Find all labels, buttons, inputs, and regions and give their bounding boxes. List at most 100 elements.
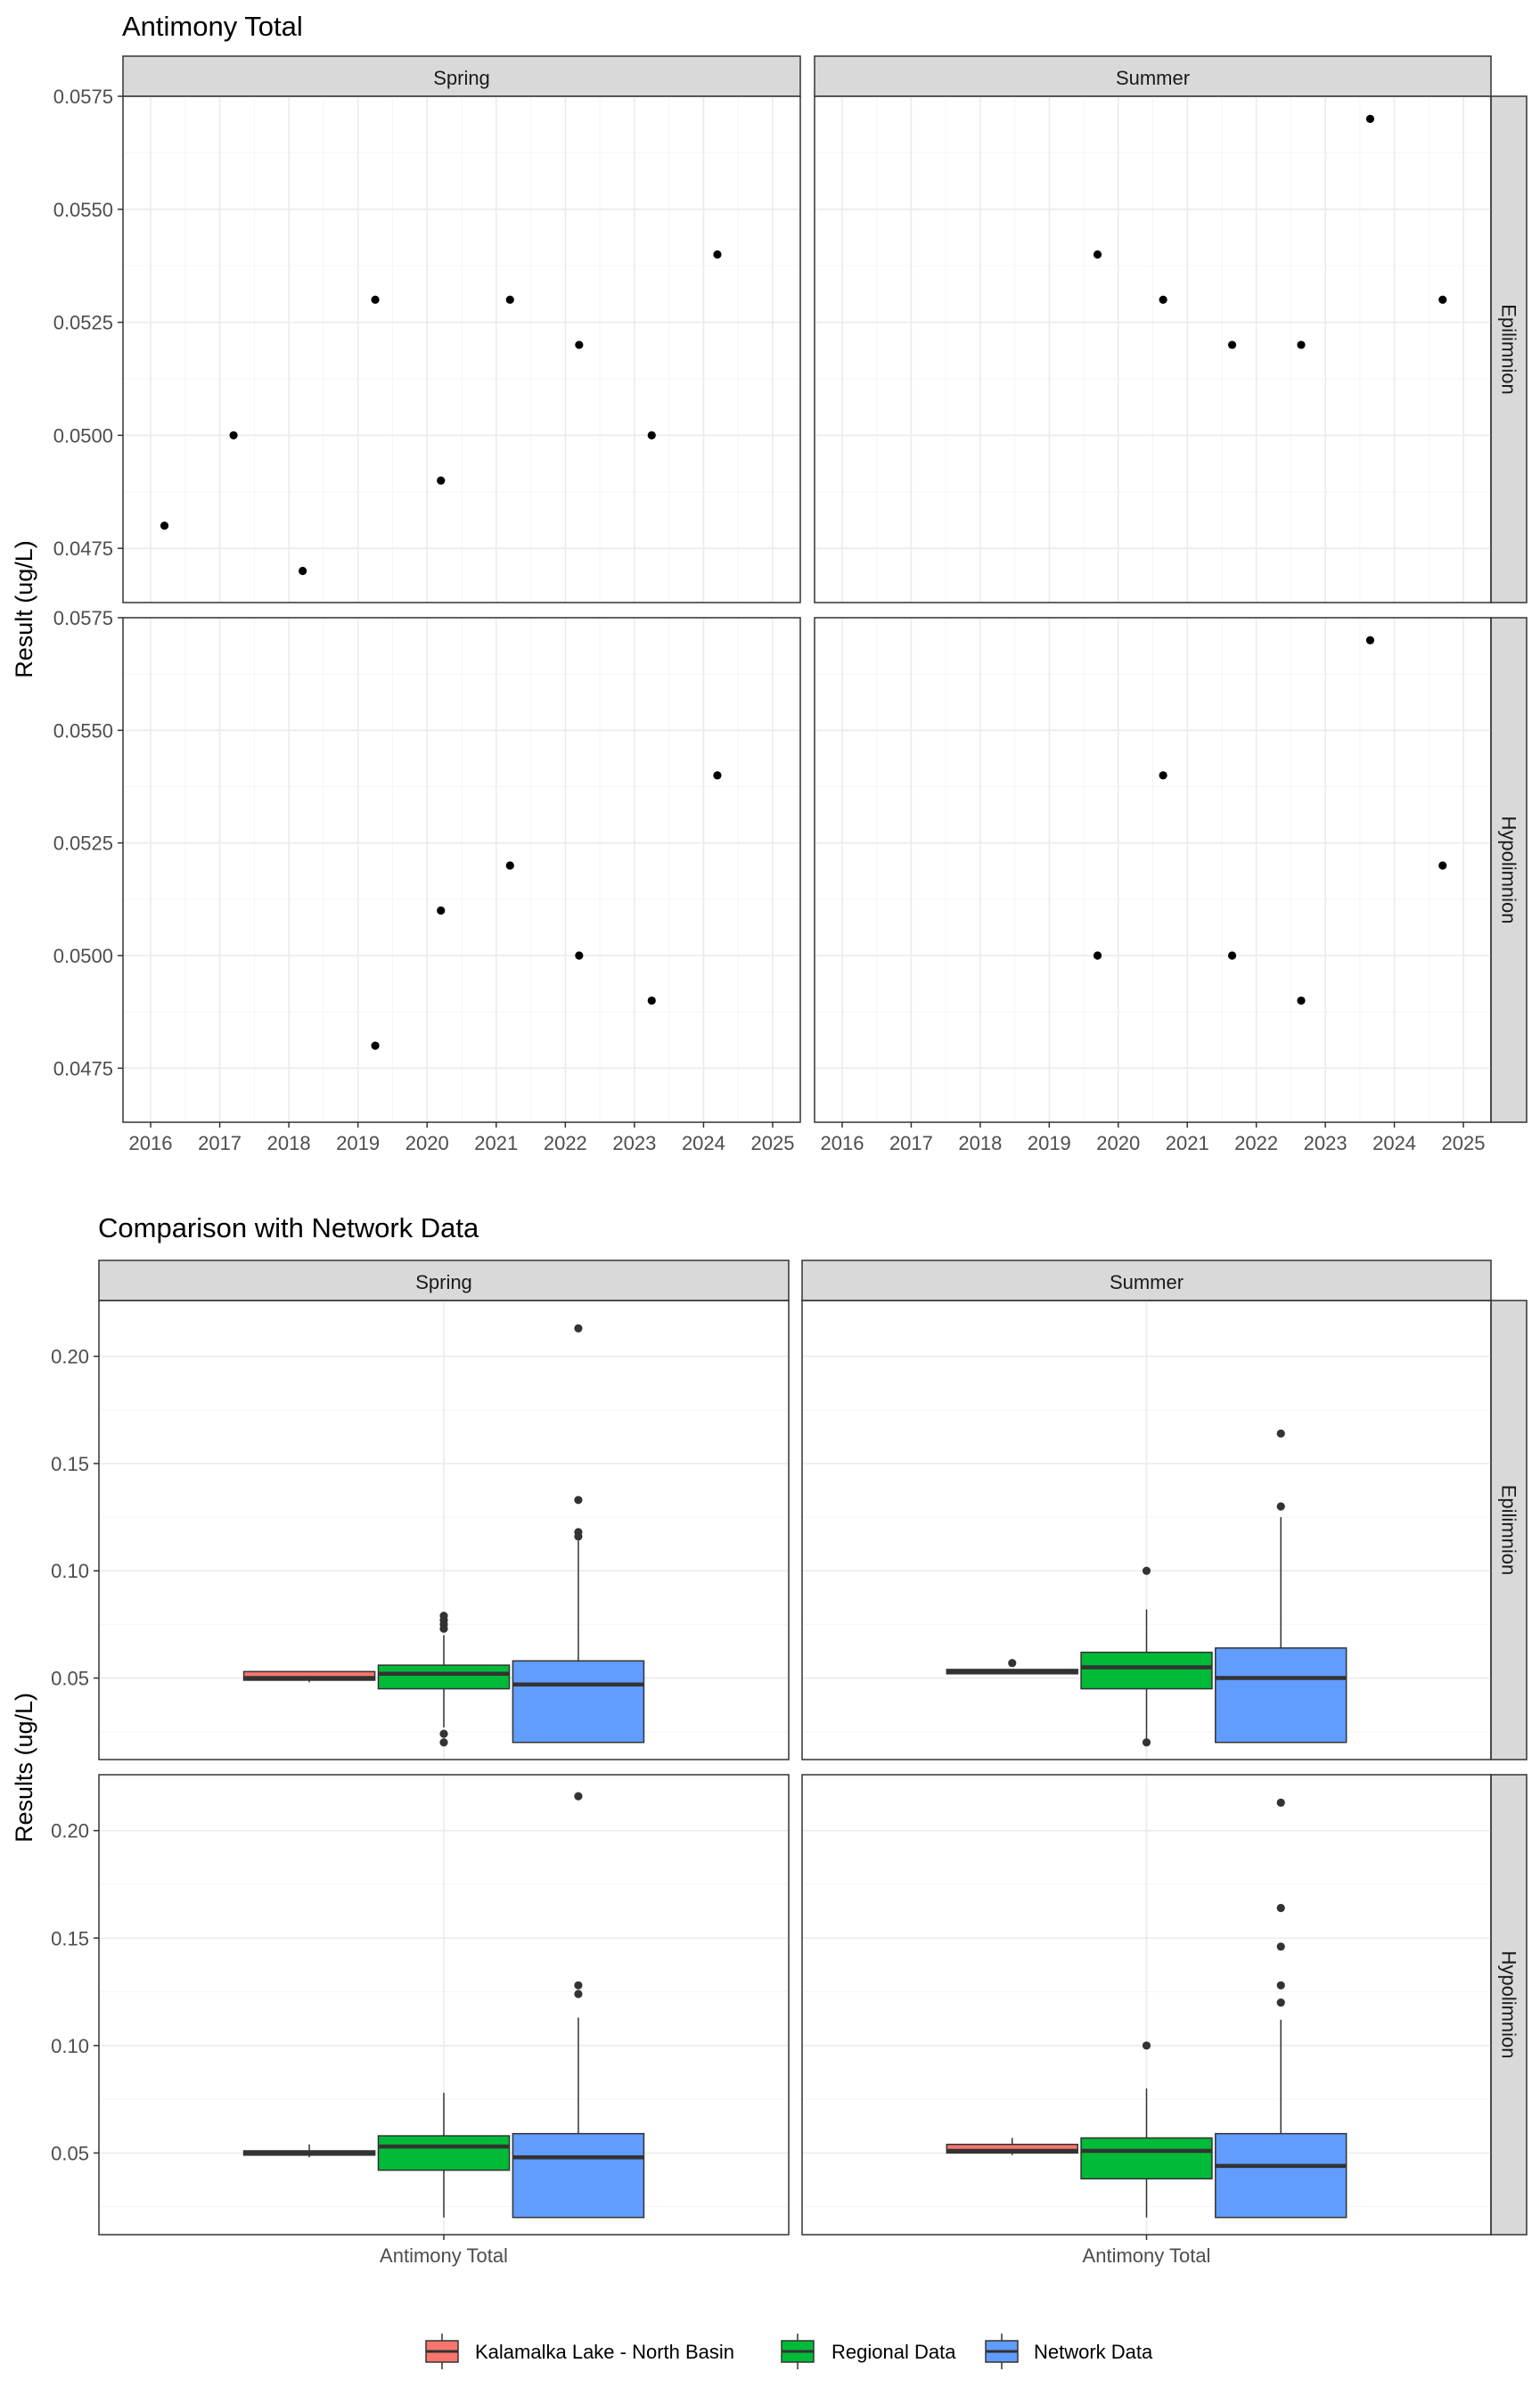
chart-1-row-strip-label: Hypolimnion [1498, 816, 1520, 923]
chart-2-y-tick-label: 0.10 [51, 1560, 89, 1582]
chart-1-data-point [1159, 771, 1167, 780]
chart-1-data-point [1365, 636, 1375, 644]
chart-2-box [512, 2132, 645, 2219]
chart-2-col-strip [98, 1260, 790, 1301]
chart-2-y-tick-label: 0.05 [51, 1668, 89, 1690]
chart-2-box-outlier [1276, 1429, 1285, 1438]
chart-2-y-tick-label: 0.10 [51, 2035, 89, 2057]
chart-1-y-axis-title: Result (ug/L) [11, 540, 37, 678]
chart-2-y-tick-label: 0.20 [51, 1820, 89, 1842]
chart-2-box [1215, 2132, 1348, 2219]
chart-1-x-tick-label: 2022 [544, 1132, 587, 1154]
chart-1-y-tick-label: 0.0575 [53, 86, 113, 108]
chart-2-box [377, 1664, 511, 1690]
chart-1-x-tick-label: 2020 [405, 1132, 449, 1154]
chart-1-y-tick-label: 0.0550 [53, 199, 113, 221]
chart-1-x-tick-label: 2023 [612, 1132, 656, 1154]
chart-2-box-outlier [574, 1990, 583, 1998]
chart-1-data-point [1297, 996, 1306, 1005]
chart-2-box [242, 1670, 376, 1681]
chart-2-x-tick-label: Antimony Total [1083, 2244, 1211, 2267]
chart-1-x-tick-label: 2019 [1028, 1132, 1071, 1154]
chart-1-panel-border [814, 617, 1492, 1123]
chart-1-data-point [1365, 114, 1375, 123]
chart-2-box-outlier [1276, 1798, 1285, 1807]
chart-1-row-strip [1490, 617, 1528, 1123]
chart-2-box-outlier [574, 1981, 583, 1990]
chart-1-y-tick-label: 0.0575 [53, 607, 113, 629]
chart-1-row-strip-label: Epilimnion [1498, 304, 1520, 395]
chart-2-panel-border [98, 1300, 790, 1760]
chart-1-panel-border [814, 95, 1492, 603]
chart-2-box-outlier [1142, 1566, 1151, 1575]
chart-1-x-tick-label: 2017 [198, 1132, 242, 1154]
chart-1-y-tick-label: 0.0525 [53, 833, 113, 855]
chart-2-box-outlier [439, 1738, 448, 1747]
chart-2-box-outlier [574, 1532, 583, 1541]
chart-2-col-strip-label: Summer [1110, 1271, 1184, 1293]
chart-2-box-outlier [439, 1729, 448, 1738]
chart-2-box [377, 2135, 511, 2171]
chart-1-data-point [1093, 250, 1102, 259]
chart-1-data-point [1438, 861, 1447, 870]
chart-1-x-tick-label: 2018 [958, 1132, 1002, 1154]
chart-1-y-tick-label: 0.0550 [53, 719, 113, 742]
chart-2-col-strip [801, 1260, 1492, 1301]
chart-1-data-point [1227, 341, 1237, 349]
chart-2-box-outlier [1008, 1659, 1017, 1668]
chart-2-legend-label: Network Data [1034, 2341, 1153, 2363]
chart-1-data-point [713, 250, 722, 259]
chart-1-data-point [647, 431, 656, 439]
chart-1-y-tick-label: 0.0500 [53, 945, 113, 967]
chart-1-data-point [437, 906, 446, 915]
chart-2-box-outlier [574, 1324, 583, 1333]
chart-1-x-tick-label: 2025 [1442, 1132, 1486, 1154]
chart-1-data-point [437, 476, 446, 485]
chart-2-row-strip [1490, 1300, 1528, 1760]
chart-1-data-point [505, 295, 514, 304]
chart-1-x-tick-label: 2025 [751, 1132, 795, 1154]
chart-1-data-point [713, 771, 722, 780]
chart-1-x-tick-label: 2020 [1096, 1132, 1140, 1154]
chart-1-col-strip-label: Summer [1116, 67, 1190, 89]
chart-2-box-outlier [1276, 1903, 1285, 1913]
chart-1-x-tick-label: 2017 [889, 1132, 933, 1154]
chart-2-box-outlier [574, 1496, 583, 1505]
chart-2-title: Comparison with Network Data [98, 1212, 479, 1243]
chart-1-y-tick-label: 0.0525 [53, 312, 113, 334]
chart-2-box-outlier [1276, 1942, 1285, 1951]
chart-1-x-tick-label: 2018 [267, 1132, 311, 1154]
chart-1-panel-border [122, 95, 801, 603]
chart-2-box [1080, 2137, 1213, 2180]
chart-2-y-axis-title: Results (ug/L) [11, 1693, 37, 1842]
chart-1-data-point [1438, 295, 1447, 304]
chart-1-data-point [371, 295, 380, 304]
chart-1-x-tick-label: 2021 [474, 1132, 518, 1154]
chart-2-box-outlier [439, 1624, 448, 1633]
chart-1-col-strip-label: Spring [433, 67, 490, 89]
chart-1-col-strip [814, 55, 1492, 97]
chart-2-box [512, 1660, 645, 1744]
chart-2-box-outlier [1276, 1981, 1285, 1990]
chart-2-col-strip-label: Spring [415, 1271, 472, 1293]
chart-2-box-outlier [574, 1792, 583, 1801]
chart-1-title: Antimony Total [122, 11, 303, 42]
chart-1-data-point [229, 431, 238, 439]
chart-2-y-tick-label: 0.20 [51, 1346, 89, 1368]
chart-1-x-tick-label: 2021 [1166, 1132, 1209, 1154]
chart-1-data-point [1227, 951, 1237, 960]
chart-1-x-tick-label: 2019 [336, 1132, 380, 1154]
chart-2-y-tick-label: 0.15 [51, 1927, 89, 1949]
chart-2-box-outlier [1276, 1502, 1285, 1511]
chart-1-data-point [1159, 295, 1167, 304]
chart-1-data-point [575, 951, 584, 960]
chart-1-x-tick-label: 2024 [682, 1132, 725, 1154]
chart-1-data-point [647, 996, 656, 1005]
chart-2-box-outlier [1142, 1738, 1151, 1747]
chart-2-box-outlier [1142, 2041, 1151, 2050]
chart-2-x-tick-label: Antimony Total [380, 2244, 508, 2267]
chart-2-legend-label: Regional Data [831, 2341, 956, 2363]
chart-1-data-point [1297, 341, 1306, 349]
chart-1-row-strip [1490, 95, 1528, 603]
